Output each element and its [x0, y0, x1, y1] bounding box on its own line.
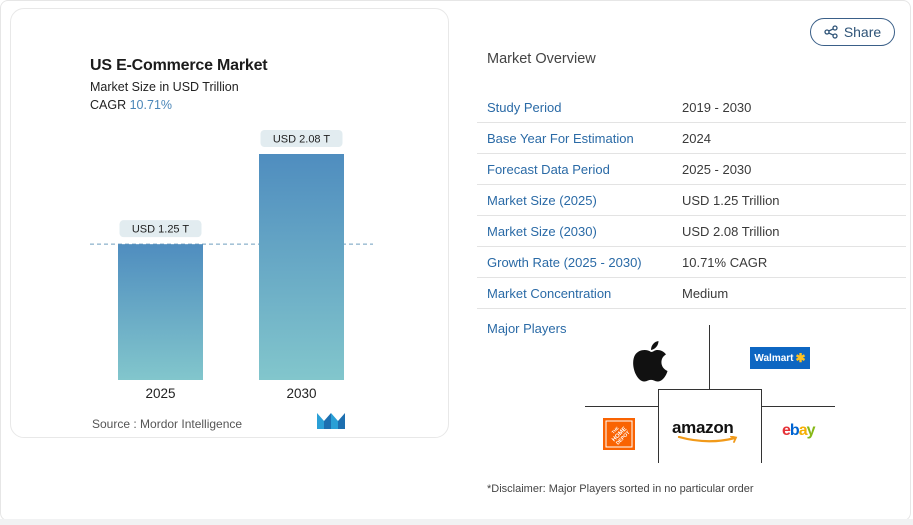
overview-row-value: USD 2.08 Trillion — [682, 224, 780, 239]
chart-card — [10, 8, 449, 438]
share-button[interactable]: Share — [810, 18, 895, 46]
data-label-pill — [119, 220, 202, 238]
overview-row: Growth Rate (2025 - 2030) 10.71% CAGR — [477, 247, 906, 278]
chart-source: Source : Mordor Intelligence — [92, 417, 243, 431]
mordor-logo-icon — [317, 413, 345, 429]
overview-row: Market Size (2025) USD 1.25 Trillion — [477, 185, 906, 216]
ebay-letter: y — [806, 422, 816, 439]
players-divider — [762, 406, 835, 407]
overview-row-value: 2025 - 2030 — [682, 162, 752, 177]
overview-row: Base Year For Estimation 2024 — [477, 123, 906, 154]
overview-row: Study Period 2019 - 2030 — [477, 92, 906, 123]
data-label: USD 1.25 T — [132, 224, 190, 236]
data-label: USD 2.08 T — [273, 134, 331, 146]
players-divider — [658, 389, 762, 390]
bar-2025 — [118, 244, 203, 380]
amazon-smile-icon — [677, 436, 738, 443]
overview-row: Market Concentration Medium — [477, 278, 906, 309]
amazon-logo: amazon — [672, 418, 744, 448]
chart-title: US E-Commerce Market — [90, 57, 268, 74]
home-depot-logo: THE HOME DEPOT — [603, 418, 635, 450]
overview-row-label: Market Concentration — [487, 286, 612, 301]
page-bottom-strip — [0, 519, 913, 525]
major-players-label: Major Players — [487, 321, 567, 336]
chart-cagr: CAGR 10.71% — [90, 98, 172, 112]
overview-row-label: Market Size (2030) — [487, 224, 597, 239]
ebay-letter: a — [798, 422, 808, 439]
overview-row-value: 2024 — [682, 131, 711, 146]
overview-row-value: USD 1.25 Trillion — [682, 193, 780, 208]
cagr-value: 10.71% — [129, 98, 173, 112]
overview-row-label: Base Year For Estimation — [487, 131, 634, 146]
share-label: Share — [843, 24, 882, 40]
walmart-logo: Walmart ✱ — [750, 347, 810, 369]
x-tick-label: 2030 — [286, 386, 316, 401]
data-label-pill — [260, 130, 343, 147]
overview-row-label: Market Size (2025) — [487, 193, 597, 208]
overview-row-label: Study Period — [487, 100, 562, 115]
market-overview-table: Study Period 2019 - 2030 Base Year For Est… — [477, 92, 906, 309]
overview-row: Forecast Data Period 2025 - 2030 — [477, 154, 906, 185]
ebay-logo: ebay — [782, 422, 815, 440]
players-divider — [709, 325, 710, 390]
overview-row: Market Size (2030) USD 2.08 Trillion — [477, 216, 906, 247]
chart-subtitle: Market Size in USD Trillion — [90, 80, 239, 94]
walmart-spark-icon: ✱ — [795, 351, 806, 365]
apple-logo-icon — [633, 341, 668, 382]
cagr-label: CAGR — [90, 98, 127, 112]
bar-2030 — [259, 154, 344, 380]
overview-row-value: 2019 - 2030 — [682, 100, 752, 115]
players-divider — [658, 389, 659, 463]
market-overview-heading: Market Overview — [487, 51, 596, 67]
players-divider — [585, 406, 658, 407]
disclaimer-text: *Disclaimer: Major Players sorted in no … — [487, 483, 754, 495]
overview-row-label: Forecast Data Period — [487, 162, 610, 177]
svg-text:THE: THE — [611, 425, 620, 434]
amazon-logo-text: amazon — [672, 418, 734, 437]
ebay-letter: b — [789, 422, 800, 439]
overview-row-label: Growth Rate (2025 - 2030) — [487, 255, 642, 270]
ebay-letter: e — [782, 422, 791, 439]
walmart-logo-text: Walmart — [754, 352, 794, 364]
share-icon — [824, 25, 838, 39]
players-divider — [761, 389, 762, 463]
x-tick-label: 2025 — [145, 386, 175, 401]
overview-row-value: 10.71% CAGR — [682, 255, 768, 270]
overview-row-value: Medium — [682, 286, 729, 301]
